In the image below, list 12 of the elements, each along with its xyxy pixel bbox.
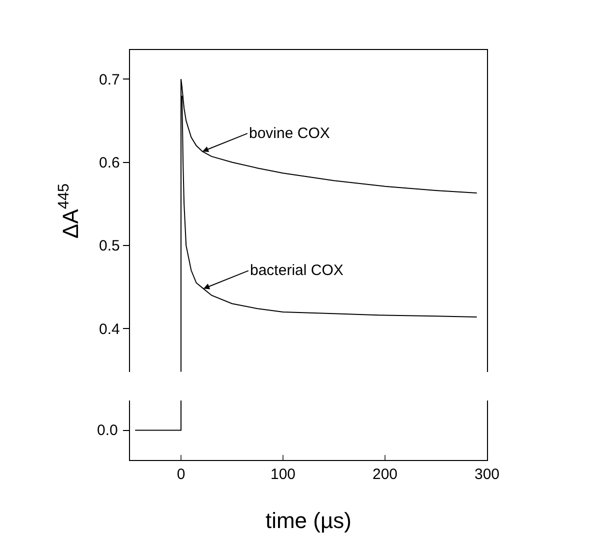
y-tick-label: 0.7 [99, 71, 120, 88]
y-tick-label: 0.5 [99, 238, 120, 255]
annotation: bovine COX [249, 125, 330, 142]
x-tick-label: 200 [372, 466, 398, 484]
x-tick-label: 100 [270, 466, 296, 484]
text: 0.0 [97, 422, 118, 439]
y-tick-label: 0.6 [99, 154, 120, 172]
x-tick-label: 0 [176, 466, 186, 484]
annotation: bacterial COX [250, 262, 344, 279]
y-tick-label: 0.4 [99, 320, 120, 338]
x-axis-title: time (µs) [265, 508, 352, 533]
x-tick-label: 300 [474, 466, 500, 484]
